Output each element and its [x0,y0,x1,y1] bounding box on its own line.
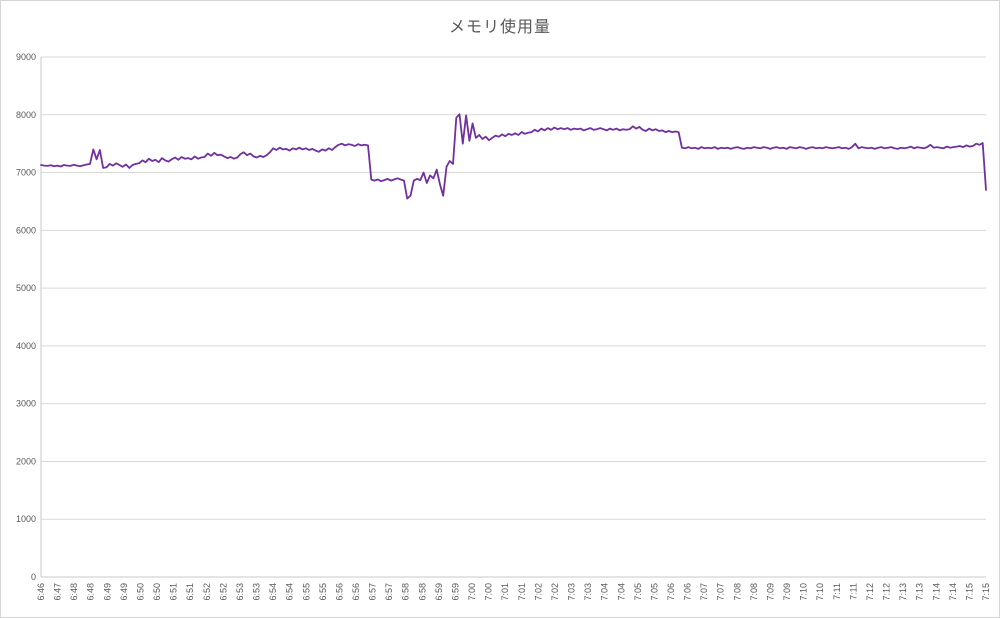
x-tick-label: 6:52 [202,583,212,601]
y-tick-label: 3000 [16,399,36,409]
x-tick-label: 6:55 [301,583,311,601]
x-tick-label: 7:02 [533,583,543,601]
x-tick-label: 6:47 [53,583,63,601]
x-tick-label: 6:56 [334,583,344,601]
x-tick-label: 7:02 [550,583,560,601]
x-tick-label: 7:11 [848,583,858,600]
x-tick-label: 7:04 [616,583,626,601]
x-tick-label: 6:49 [119,583,129,601]
memory-usage-line [40,113,987,200]
chart-title: メモリ使用量 [448,19,551,36]
x-tick-label: 6:51 [169,583,179,601]
x-tick-label: 7:14 [931,583,941,601]
x-tick-label: 6:59 [434,583,444,601]
x-tick-label: 6:51 [185,583,195,601]
x-tick-label: 6:58 [417,583,427,601]
x-tick-label: 7:10 [799,583,809,601]
x-tick-label: 7:13 [898,583,908,601]
y-tick-label: 5000 [16,283,36,293]
y-tick-label: 9000 [16,52,36,62]
x-tick-label: 6:57 [368,583,378,601]
x-tick-label: 6:56 [351,583,361,601]
x-tick-label: 7:01 [500,583,510,601]
y-tick-label: 0 [31,572,36,582]
x-tick-label: 7:00 [467,583,477,601]
x-tick-label: 6:52 [218,583,228,601]
x-tick-label: 6:53 [235,583,245,601]
y-tick-label: 1000 [16,514,36,524]
x-tick-label: 7:15 [981,583,991,601]
x-tick-label: 7:06 [666,583,676,601]
x-tick-label: 7:07 [716,583,726,601]
x-tick-label: 6:48 [69,583,79,601]
x-tick-label: 6:59 [450,583,460,601]
y-tick-label: 4000 [16,341,36,351]
x-tick-label: 7:08 [732,583,742,601]
x-tick-label: 6:55 [318,583,328,601]
x-tick-label: 7:00 [484,583,494,601]
x-tick-label: 7:07 [699,583,709,601]
x-tick-label: 7:03 [583,583,593,601]
x-tick-label: 7:15 [964,583,974,601]
x-tick-label: 7:05 [649,583,659,601]
x-tick-label: 7:11 [832,583,842,600]
x-tick-label: 6:54 [285,583,295,601]
y-tick-label: 7000 [16,168,36,178]
x-tick-label: 7:06 [683,583,693,601]
x-tick-label: 7:12 [865,583,875,601]
x-tick-label: 7:08 [749,583,759,601]
x-tick-label: 6:58 [401,583,411,601]
x-tick-label: 7:10 [815,583,825,601]
x-tick-label: 7:09 [765,583,775,601]
x-tick-label: 7:01 [517,583,527,601]
x-tick-label: 6:46 [36,583,46,601]
y-tick-label: 6000 [16,225,36,235]
x-tick-label: 6:54 [268,583,278,601]
y-tick-label: 2000 [16,456,36,466]
x-tick-label: 6:48 [86,583,96,601]
x-tick-label: 7:03 [567,583,577,601]
x-tick-label: 7:12 [882,583,892,601]
x-tick-label: 7:05 [633,583,643,601]
x-tick-label: 6:57 [384,583,394,601]
x-tick-label: 6:53 [252,583,262,601]
x-tick-label: 6:50 [135,583,145,601]
x-tick-label: 6:49 [102,583,112,601]
x-tick-label: 7:09 [782,583,792,601]
x-tick-label: 6:50 [152,583,162,601]
x-tick-label: 7:14 [948,583,958,601]
x-tick-label: 7:04 [600,583,610,601]
y-tick-label: 8000 [16,110,36,120]
x-tick-label: 7:13 [915,583,925,601]
